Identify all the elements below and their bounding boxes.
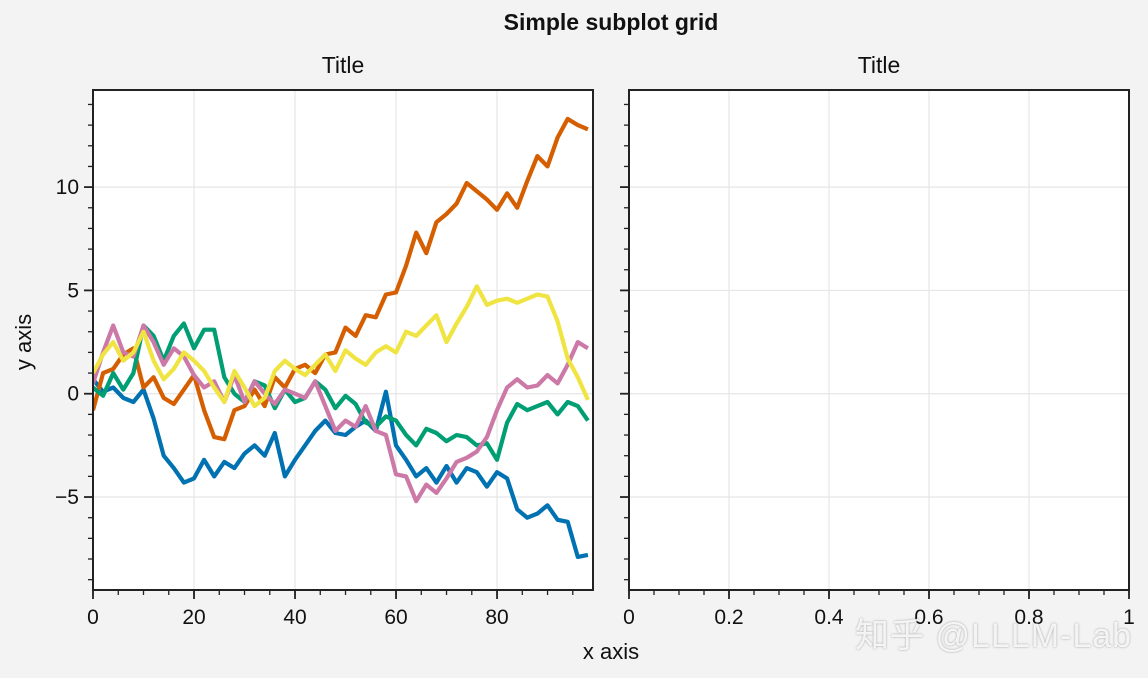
- x-tick-label: 1: [1123, 606, 1135, 629]
- axes-background: [93, 90, 593, 590]
- x-axis-label: x axis: [582, 639, 640, 664]
- series-line-yellow: [93, 284, 590, 409]
- axes-background: [629, 90, 1129, 590]
- series-line-green: [93, 321, 590, 462]
- x-tick-label: 0.4: [814, 606, 844, 629]
- y-tick-label: 5: [67, 279, 79, 302]
- x-tick-label: 0: [623, 606, 635, 629]
- x-tick-label: 0: [87, 606, 99, 629]
- x-tick-label: 60: [384, 606, 407, 629]
- watermark: 知乎 @LLLM-Lab: [855, 617, 1133, 655]
- x-tick-label: 0.8: [1014, 606, 1043, 629]
- series-line-blue: [93, 377, 589, 560]
- x-tick-label: 40: [283, 606, 306, 629]
- x-tick-label: 80: [485, 606, 508, 629]
- left-axes: 0 20 40 60 80 10 5 0 −5: [55, 89, 594, 629]
- figure-suptitle: Simple subplot grid: [503, 9, 719, 35]
- y-tick-label: 0: [67, 383, 79, 406]
- right-axes: 0 0.2 0.4 0.6 0.8 1: [620, 89, 1135, 629]
- x-tick-label: 0.2: [714, 606, 743, 629]
- y-tick-label: 10: [56, 176, 79, 199]
- x-tick-label: 0.6: [914, 606, 943, 629]
- left-axes-title: Title: [321, 52, 365, 78]
- series-line-orange: [93, 116, 589, 442]
- series-line-pink: [93, 323, 589, 504]
- right-axes-title: Title: [857, 52, 901, 78]
- x-tick-label: 20: [182, 606, 205, 629]
- axes-frame: [92, 89, 594, 591]
- y-tick-label: −5: [55, 486, 79, 509]
